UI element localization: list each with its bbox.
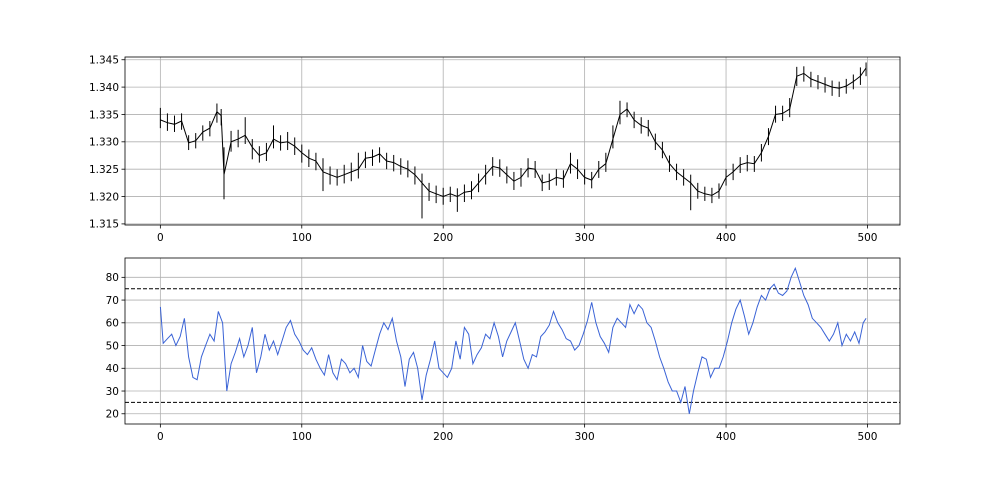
- y-tick-label: 50: [106, 340, 119, 352]
- y-tick-label: 70: [106, 295, 119, 307]
- x-tick-label: 200: [433, 232, 453, 244]
- y-tick-label: 80: [106, 272, 119, 284]
- x-tick-label: 300: [575, 431, 595, 443]
- y-tick-label: 1.345: [89, 55, 119, 67]
- price-chart-panel: 0 100 200 300 400 500 1.315 1.320 1.325 1.330 1.33…: [89, 55, 901, 244]
- y-tick-label: 1.320: [89, 191, 119, 203]
- indicator-chart-panel: 0 100 200 300 400 500 20 30 40 50 60 70 80: [106, 257, 901, 443]
- y-tick-label: 1.335: [89, 109, 119, 121]
- price-close-line: [160, 67, 867, 198]
- y-tick-label: 60: [106, 318, 119, 330]
- y-tick-label: 1.325: [89, 164, 119, 176]
- y-tick-label: 40: [106, 363, 119, 375]
- plot-frame: [124, 56, 901, 226]
- x-tick-label: 400: [716, 232, 736, 244]
- x-tick-label: 100: [292, 431, 312, 443]
- x-tick-label: 400: [716, 431, 736, 443]
- x-tick-label: 0: [157, 232, 164, 244]
- y-tick-label: 1.340: [89, 82, 119, 94]
- y-tick-label: 30: [106, 386, 119, 398]
- y-tick-label: 1.330: [89, 137, 119, 149]
- x-tick-label: 500: [857, 431, 877, 443]
- y-tick-label: 1.315: [89, 219, 119, 231]
- x-tick-label: 500: [857, 232, 877, 244]
- plot-frame: [124, 257, 901, 425]
- x-tick-label: 100: [292, 232, 312, 244]
- x-tick-label: 200: [433, 431, 453, 443]
- x-tick-label: 0: [157, 431, 164, 443]
- y-tick-label: 20: [106, 409, 119, 421]
- x-tick-label: 300: [575, 232, 595, 244]
- indicator-line: [159, 266, 867, 414]
